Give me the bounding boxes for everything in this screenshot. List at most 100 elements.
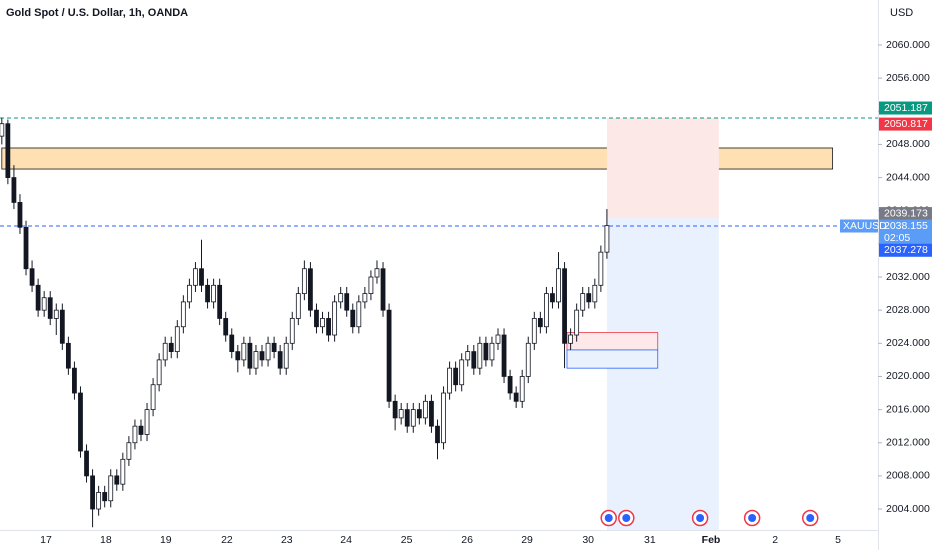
candle-body — [295, 293, 301, 319]
candle-body — [162, 342, 168, 361]
price-badge-label: 2039.173 — [884, 207, 928, 219]
axes: 2060.0002056.0002052.0002048.0002044.000… — [40, 39, 932, 546]
event-icon-core — [696, 514, 705, 522]
candle-body — [59, 309, 65, 344]
currency: USD — [890, 7, 913, 19]
candle-body — [0, 123, 5, 137]
symbol-badge — [840, 219, 878, 233]
x-tick-label: 23 — [281, 534, 293, 546]
candle-body — [11, 177, 17, 203]
y-tick-label: 2032.000 — [886, 271, 930, 283]
zone — [566, 349, 659, 369]
candle-body — [501, 334, 507, 377]
candle-body — [253, 351, 259, 369]
candle-body — [447, 367, 452, 394]
candle-body — [229, 334, 235, 352]
candle-body — [241, 342, 247, 361]
candle-body — [168, 342, 174, 352]
candle-body — [550, 293, 555, 303]
candle-body — [507, 376, 513, 394]
candle-body — [338, 293, 344, 303]
x-tick-label: 24 — [340, 534, 352, 546]
candle-body — [156, 359, 162, 386]
y-tick-label: 2020.000 — [886, 370, 930, 382]
x-tick-label: 19 — [160, 534, 172, 546]
candle-body — [193, 268, 198, 286]
candle-body — [217, 284, 223, 319]
event-icon-core — [622, 514, 631, 522]
candle-body — [301, 268, 307, 294]
x-tick-label: 26 — [461, 534, 473, 546]
y-tick-label: 2028.000 — [886, 304, 930, 316]
price-badge — [879, 219, 932, 246]
y-tick-label: 2024.000 — [886, 337, 930, 349]
candle-body — [35, 284, 41, 311]
candle-body — [368, 276, 374, 294]
y-tick-label: 2044.000 — [886, 171, 930, 183]
candle-body — [29, 268, 35, 286]
candle-body — [132, 425, 138, 444]
candle-body — [556, 268, 561, 303]
x-tick-label: 22 — [221, 534, 233, 546]
candle-body — [320, 318, 325, 328]
candle-body — [138, 425, 144, 435]
countdown: 02:05 — [884, 232, 910, 244]
candle-body — [271, 342, 277, 352]
event-icon-core — [748, 514, 757, 522]
x-tick-label: 17 — [40, 534, 52, 546]
candle-body — [586, 293, 592, 303]
candle-body — [477, 342, 483, 369]
candle-body — [332, 301, 338, 336]
x-tick-label: Feb — [702, 534, 721, 546]
candle-body — [205, 284, 210, 303]
candle-body — [150, 384, 156, 410]
candle-body — [283, 342, 289, 369]
x-tick-label: 29 — [521, 534, 533, 546]
y-tick-label: 2056.000 — [886, 72, 930, 84]
y-tick-label: 2048.000 — [886, 138, 930, 150]
candle-body — [392, 400, 398, 419]
candle-body — [525, 342, 531, 377]
candle-body — [404, 409, 410, 427]
candle-body — [598, 251, 604, 286]
candle-body — [374, 268, 380, 278]
price-badge — [879, 101, 932, 115]
x-tick-label: 2 — [772, 534, 778, 546]
candle-body — [114, 475, 120, 485]
candle-body — [531, 318, 537, 344]
candle-body — [344, 293, 350, 311]
candle-body — [72, 367, 77, 394]
candle-body — [398, 409, 404, 419]
candle-body — [604, 225, 610, 253]
candle-body — [544, 293, 549, 328]
price-badge — [879, 243, 932, 257]
candle-body — [265, 342, 271, 361]
candle-body — [537, 318, 543, 328]
candle-body — [568, 334, 574, 344]
candle-body — [53, 309, 59, 319]
zone — [606, 218, 719, 530]
candle-body — [108, 475, 114, 502]
candle-body — [41, 297, 47, 311]
candle-body — [223, 318, 229, 336]
candle-body — [259, 351, 265, 361]
price-badge-label: 2037.278 — [884, 244, 928, 256]
candle-body — [211, 284, 217, 303]
x-tick-label: 31 — [644, 534, 656, 546]
candle-body — [180, 301, 186, 328]
price-badge-label: 2050.817 — [884, 118, 928, 130]
candle-body — [441, 392, 446, 444]
candle-body — [592, 284, 598, 303]
candle-body — [483, 342, 489, 361]
candle-body — [580, 293, 586, 311]
candle-body — [47, 297, 53, 319]
event-icon-core — [604, 514, 613, 522]
y-tick-label: 2016.000 — [886, 403, 930, 415]
candle-body — [102, 492, 108, 502]
candle-body — [90, 475, 95, 510]
y-tick-label: 2012.000 — [886, 437, 930, 449]
candle-body — [422, 400, 428, 419]
x-tick-label: 5 — [835, 534, 841, 546]
